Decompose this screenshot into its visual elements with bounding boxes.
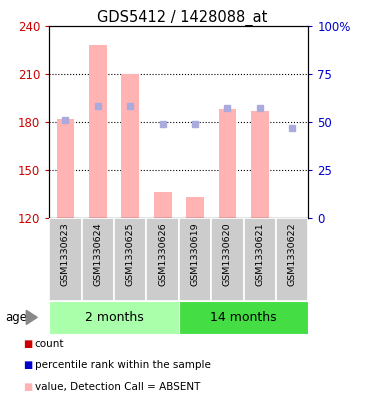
Bar xyxy=(114,218,146,301)
Text: GSM1330625: GSM1330625 xyxy=(126,222,135,286)
Text: GSM1330620: GSM1330620 xyxy=(223,222,232,286)
Bar xyxy=(121,73,139,218)
Bar xyxy=(49,218,82,301)
Text: 14 months: 14 months xyxy=(210,311,277,324)
Bar xyxy=(251,110,269,218)
Text: GSM1330624: GSM1330624 xyxy=(93,222,102,286)
Text: GDS5412 / 1428088_at: GDS5412 / 1428088_at xyxy=(97,10,268,26)
Bar xyxy=(179,301,308,334)
Bar xyxy=(179,218,211,301)
Bar xyxy=(219,109,237,218)
Text: age: age xyxy=(5,311,27,324)
Bar xyxy=(146,218,179,301)
Text: GSM1330621: GSM1330621 xyxy=(255,222,264,286)
Bar xyxy=(49,301,179,334)
Text: GSM1330626: GSM1330626 xyxy=(158,222,167,286)
Bar xyxy=(82,218,114,301)
Bar xyxy=(89,45,107,218)
Text: ■: ■ xyxy=(23,339,32,349)
Text: count: count xyxy=(35,339,64,349)
Bar xyxy=(154,193,172,218)
Bar xyxy=(244,218,276,301)
Bar xyxy=(186,197,204,218)
Text: ■: ■ xyxy=(23,382,32,392)
Text: GSM1330619: GSM1330619 xyxy=(191,222,200,286)
Text: GSM1330623: GSM1330623 xyxy=(61,222,70,286)
Bar xyxy=(211,218,244,301)
Bar xyxy=(276,218,308,301)
Text: 2 months: 2 months xyxy=(85,311,143,324)
Text: GSM1330622: GSM1330622 xyxy=(288,222,297,286)
Text: percentile rank within the sample: percentile rank within the sample xyxy=(35,360,211,371)
Bar xyxy=(57,119,74,218)
Text: ■: ■ xyxy=(23,360,32,371)
Text: value, Detection Call = ABSENT: value, Detection Call = ABSENT xyxy=(35,382,200,392)
